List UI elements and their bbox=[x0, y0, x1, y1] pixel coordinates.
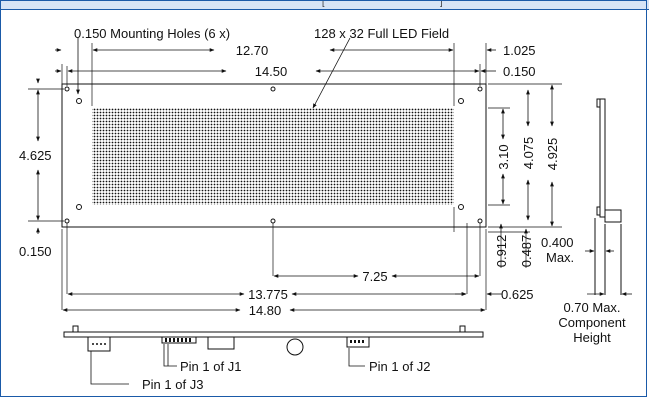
dim-0-150-top: 0.150 bbox=[503, 64, 536, 79]
side-view-board bbox=[599, 98, 606, 218]
mounting-hole bbox=[477, 86, 483, 92]
led-field bbox=[92, 108, 454, 205]
dim-7-25: 7.25 bbox=[362, 269, 387, 284]
mounting-hole bbox=[270, 218, 276, 224]
comp-height-line2: Component bbox=[558, 315, 626, 330]
pcb-outline bbox=[61, 83, 487, 228]
dim-4-925: 4.925 bbox=[545, 138, 560, 171]
dim-0-400-max: Max. bbox=[546, 250, 574, 265]
dim-0-150-left: 0.150 bbox=[19, 244, 52, 259]
edge-view-board bbox=[63, 331, 484, 338]
mounting-holes-label: 0.150 Mounting Holes (6 x) bbox=[74, 26, 230, 41]
dim-0-400: 0.400 bbox=[541, 235, 574, 250]
header-bracket-left: [ bbox=[322, 0, 325, 7]
mounting-hole bbox=[270, 86, 276, 92]
pin-j1-label: Pin 1 of J1 bbox=[180, 359, 241, 374]
header-bar: [ ] bbox=[0, 0, 649, 10]
connector-j1 bbox=[161, 336, 197, 344]
dim-12-70: 12.70 bbox=[236, 43, 269, 58]
pin-j3-label: Pin 1 of J3 bbox=[142, 377, 203, 392]
dim-3-10: 3.10 bbox=[496, 144, 511, 169]
comp-height-line3: Height bbox=[573, 330, 611, 345]
mounting-hole bbox=[477, 218, 483, 224]
dim-4-625: 4.625 bbox=[19, 148, 52, 163]
dim-14-50: 14.50 bbox=[255, 64, 288, 79]
dim-4-075: 4.075 bbox=[521, 137, 536, 170]
mounting-hole bbox=[64, 218, 70, 224]
led-field-label: 128 x 32 Full LED Field bbox=[314, 26, 449, 41]
comp-height-line1: 0.70 Max. bbox=[563, 300, 620, 315]
dim-14-80: 14.80 bbox=[249, 303, 282, 318]
pin-j2-label: Pin 1 of J2 bbox=[369, 359, 430, 374]
mounting-hole bbox=[64, 86, 70, 92]
header-bracket-right: ] bbox=[440, 0, 443, 7]
connector-j3 bbox=[87, 336, 111, 352]
dim-1-025: 1.025 bbox=[503, 43, 536, 58]
dim-0-912: 0.912 bbox=[494, 235, 509, 268]
dim-0-487: 0.487 bbox=[519, 235, 534, 268]
connector-j2 bbox=[346, 336, 370, 348]
side-view-component bbox=[604, 209, 622, 223]
dim-0-625: 0.625 bbox=[501, 287, 534, 302]
dim-13-775: 13.775 bbox=[248, 287, 288, 302]
